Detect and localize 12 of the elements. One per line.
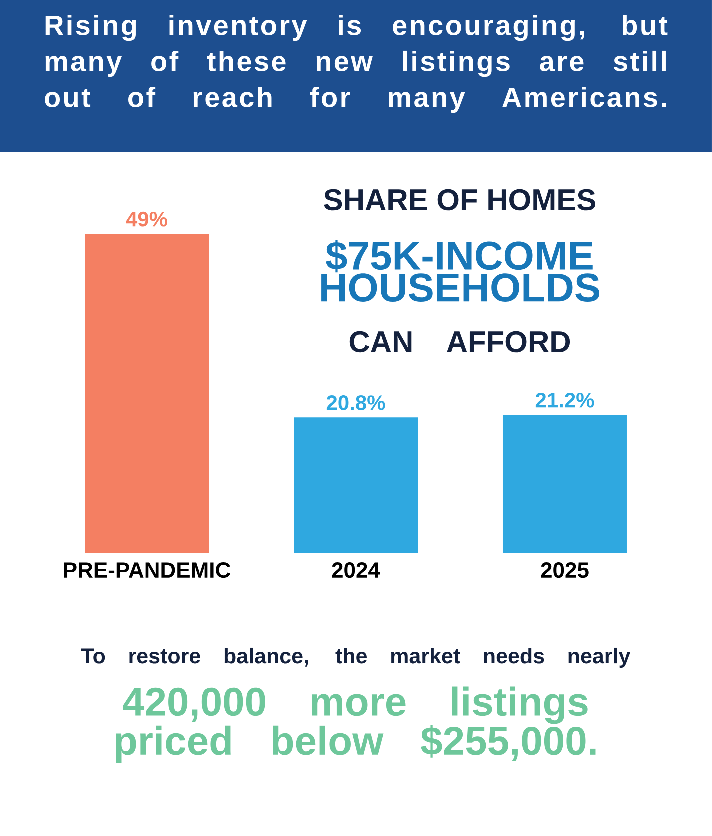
text: To restore balance, the market needs nearly xyxy=(81,648,631,668)
chart-subtitle: SHARE OF HOMES xyxy=(324,189,596,211)
annotation: $75K-INCOME HOUSEHOLDS xyxy=(322,240,600,302)
data-label: 21.2% xyxy=(536,392,594,408)
x-tick-label: PRE-PANDEMIC xyxy=(64,562,231,578)
chart-title: Rising inventory is encouraging, but many of these new listings are still out of reach for many Americans. xyxy=(45,14,668,114)
annotation: CAN AFFORD xyxy=(350,331,570,353)
data-label: 49% xyxy=(126,212,168,227)
x-tick-label: 2024 xyxy=(332,562,380,578)
data-label: 20.8% xyxy=(326,396,386,410)
text: 420,000 more listings priced below $255,000. xyxy=(116,686,596,764)
x-tick-label: 2025 xyxy=(541,562,589,578)
